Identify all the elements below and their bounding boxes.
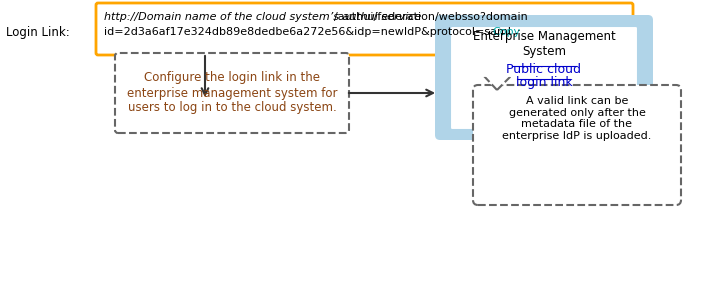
Text: Public cloud: Public cloud [506,63,581,76]
Text: login link: login link [515,76,572,89]
Polygon shape [524,135,564,140]
Text: Enterprise Management
System: Enterprise Management System [472,30,615,58]
FancyBboxPatch shape [473,85,681,205]
Text: http://Domain name of the cloud system’s authui service: http://Domain name of the cloud system’s… [104,12,421,22]
Text: /authui/federation/websso?domain: /authui/federation/websso?domain [334,12,527,22]
FancyBboxPatch shape [450,26,638,130]
FancyBboxPatch shape [96,3,633,55]
FancyBboxPatch shape [115,53,349,133]
Text: Login Link:: Login Link: [6,26,70,39]
Text: Configure the login link in the
enterprise management system for
users to log in: Configure the login link in the enterpri… [127,71,337,115]
Polygon shape [483,75,512,90]
Polygon shape [508,140,580,155]
FancyBboxPatch shape [435,15,653,140]
Text: Copy: Copy [492,27,520,37]
Text: A valid link can be
generated only after the
metadata file of the
enterprise IdP: A valid link can be generated only after… [502,96,652,141]
Text: id=2d3a6af17e324db89e8dedbe6a272e56&idp=newIdP&protocol=saml: id=2d3a6af17e324db89e8dedbe6a272e56&idp=… [104,27,511,37]
